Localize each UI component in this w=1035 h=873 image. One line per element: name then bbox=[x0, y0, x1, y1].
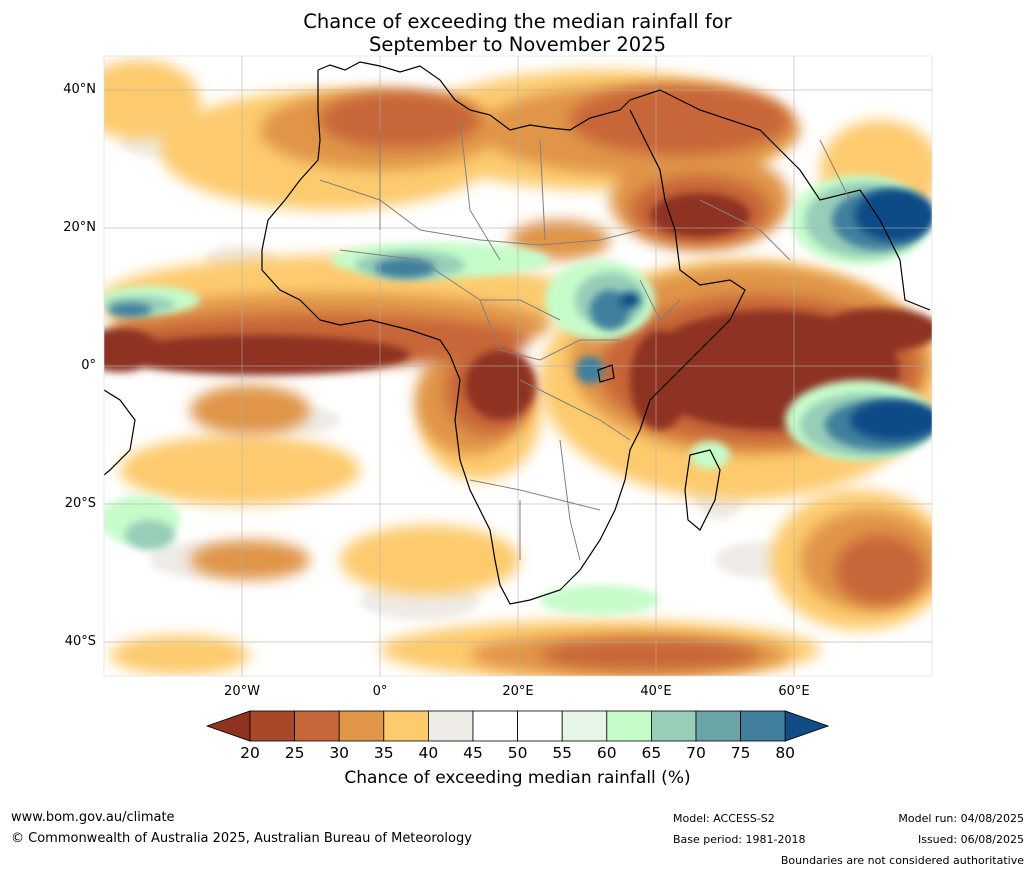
lon-label-20e: 20°E bbox=[502, 684, 534, 699]
lon-label-40e: 40°E bbox=[640, 684, 672, 699]
rainfall-probability-field bbox=[104, 56, 932, 676]
title-line-1: Chance of exceeding the median rainfall … bbox=[303, 10, 732, 33]
issued-date: Issued: 06/08/2025 bbox=[917, 833, 1024, 846]
title-line-2: September to November 2025 bbox=[368, 33, 667, 56]
colorbar-bin-40-45 bbox=[427, 710, 474, 742]
colorbar-bin-55-60 bbox=[561, 710, 608, 742]
base-period: Base period: 1981-2018 bbox=[673, 833, 806, 846]
colorbar-tick-70: 70 bbox=[686, 744, 706, 762]
colorbar-tick-25: 25 bbox=[284, 744, 305, 762]
lon-label-60e: 60°E bbox=[778, 684, 810, 699]
colorbar-bin-35-40 bbox=[383, 710, 429, 742]
colorbar-bin-25-30 bbox=[294, 710, 340, 742]
colorbar-bin-70-75 bbox=[695, 710, 741, 742]
colorbar-tick-80: 80 bbox=[775, 744, 796, 762]
colorbar bbox=[205, 710, 830, 742]
colorbar-bin-20-25 bbox=[249, 710, 295, 742]
colorbar-bin-65-70 bbox=[651, 710, 697, 742]
colorbar-extend-high bbox=[784, 710, 830, 742]
lat-label-equator: 0° bbox=[81, 358, 96, 373]
lat-label-40s: 40°S bbox=[64, 634, 96, 649]
lat-label-20s: 20°S bbox=[64, 496, 96, 511]
map-title: Chance of exceeding the median rainfall … bbox=[0, 10, 1035, 56]
website-link[interactable]: www.bom.gov.au/climate bbox=[11, 810, 175, 825]
colorbar-tick-60: 60 bbox=[596, 744, 617, 762]
colorbar-tick-40: 40 bbox=[418, 744, 439, 762]
model-name: Model: ACCESS-S2 bbox=[673, 812, 775, 825]
lon-label-0: 0° bbox=[372, 684, 388, 699]
colorbar-tick-30: 30 bbox=[329, 744, 350, 762]
colorbar-tick-55: 55 bbox=[552, 744, 573, 762]
colorbar-bin-75-80 bbox=[740, 710, 786, 742]
colorbar-tick-50: 50 bbox=[507, 744, 528, 762]
colorbar-bin-45-50 bbox=[472, 710, 518, 742]
country-borders bbox=[319, 119, 851, 561]
colorbar-bin-30-35 bbox=[338, 710, 385, 742]
colorbar-extend-low bbox=[205, 710, 251, 742]
coastlines bbox=[104, 61, 931, 605]
colorbar-tick-65: 65 bbox=[641, 744, 662, 762]
colorbar-bin-60-65 bbox=[606, 710, 652, 742]
colorbar-tick-20: 20 bbox=[240, 744, 260, 762]
model-run-date: Model run: 04/08/2025 bbox=[898, 812, 1024, 825]
colorbar-tick-75: 75 bbox=[730, 744, 751, 762]
lat-label-20n: 20°N bbox=[63, 220, 96, 235]
copyright-text: © Commonwealth of Australia 2025, Austra… bbox=[11, 831, 472, 846]
colorbar-bin-50-55 bbox=[517, 710, 563, 742]
colorbar-label: Chance of exceeding median rainfall (%) bbox=[344, 768, 691, 788]
lon-label-20w: 20°W bbox=[224, 684, 260, 699]
lat-label-40n: 40°N bbox=[63, 82, 96, 97]
colorbar-tick-35: 35 bbox=[373, 744, 394, 762]
colorbar-tick-45: 45 bbox=[463, 744, 483, 762]
boundaries-disclaimer: Boundaries are not considered authoritat… bbox=[780, 854, 1024, 867]
graticule bbox=[104, 56, 932, 676]
map-frame bbox=[103, 55, 933, 677]
